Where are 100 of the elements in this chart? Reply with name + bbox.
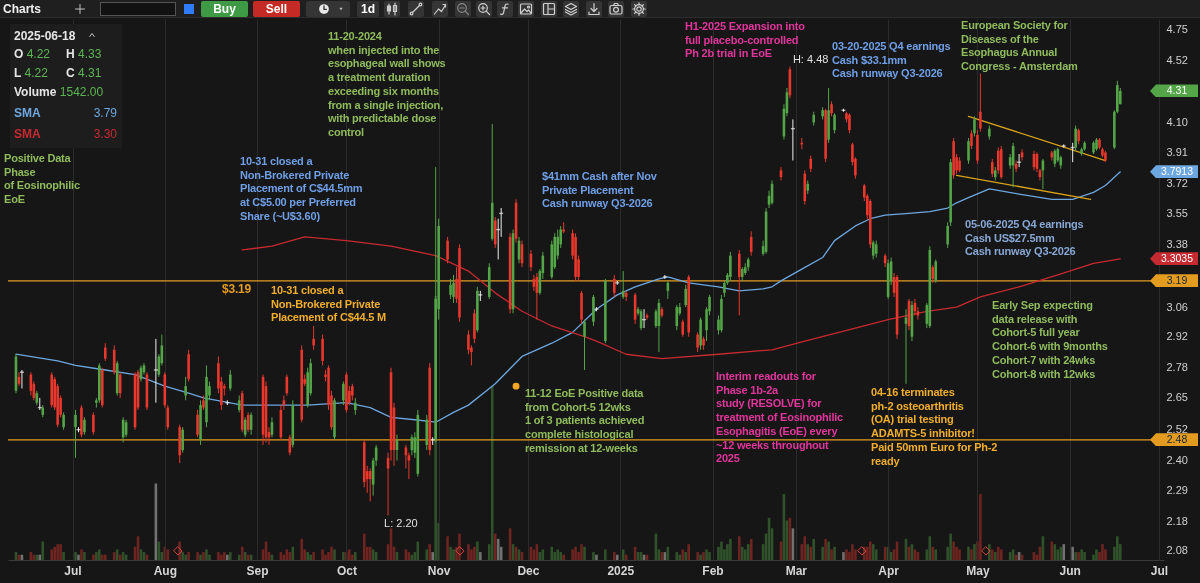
bar <box>181 552 184 560</box>
annotation: 3.79 <box>92 106 117 120</box>
y-tick-label: 4.75 <box>1166 23 1188 36</box>
bar <box>550 546 554 560</box>
x-tick-label: Jul <box>1150 563 1169 578</box>
bar <box>41 541 45 560</box>
bar <box>958 549 961 560</box>
bar <box>952 541 955 560</box>
candlestick <box>662 274 667 280</box>
annotation: O 4.22 <box>14 47 51 61</box>
x-tick-label: Jul <box>64 563 82 578</box>
y-tick-label: 3.72 <box>1166 177 1188 190</box>
bar <box>729 538 732 560</box>
candlestick <box>184 376 187 401</box>
bar <box>988 544 991 560</box>
annotation: H: 4.48 <box>792 53 829 66</box>
annotation: Interim readouts for Phase 1b-2a study (RESOLVE) for treatment of Eosinophilic Esophagitis (EoE) every ~12 weeks throughout 2025 <box>716 370 844 466</box>
candlestick <box>749 230 753 257</box>
bar <box>101 554 104 560</box>
text: SMA <box>14 106 41 120</box>
x-tick-label: Feb <box>702 563 724 578</box>
bar <box>746 544 750 560</box>
bar <box>300 538 304 560</box>
candlestick <box>979 73 982 133</box>
candlestick <box>996 147 1000 175</box>
x-tick-label: Nov <box>427 563 451 578</box>
chart-title: Charts <box>3 2 42 16</box>
bar <box>449 546 452 560</box>
bar <box>803 536 807 560</box>
candlestick <box>342 380 345 406</box>
y-tick-label: 4.52 <box>1166 54 1188 67</box>
text: 3.7913 <box>1150 165 1198 179</box>
annotation: Positive Data Phase of Eosinophilic EoE <box>4 152 80 207</box>
annotation: 2025-06-18 <box>14 29 76 43</box>
button: Sell <box>253 1 300 17</box>
bar <box>178 541 181 560</box>
bar <box>103 554 107 560</box>
bar <box>428 544 432 560</box>
x-tick-label: Dec <box>517 563 540 578</box>
bar <box>62 552 65 560</box>
bar <box>621 549 625 560</box>
candlestick <box>321 334 324 366</box>
bar <box>50 549 53 560</box>
x-tick-label: Apr <box>878 563 900 578</box>
text: 2.48 <box>1150 433 1198 447</box>
bar <box>431 552 434 560</box>
bar <box>979 494 982 560</box>
y-tick-label: 2.65 <box>1166 391 1188 404</box>
bar <box>999 549 1003 560</box>
annotation: Early Sep expecting data release with Cohort-5 full year Cohort-6 with 9months Cohort-7 with 24wks Cohort-8 with 12wks <box>992 299 1108 382</box>
text: 3.3035 <box>1150 252 1198 266</box>
bar <box>467 544 470 560</box>
candlestick <box>991 158 994 178</box>
text: SMA <box>14 127 41 141</box>
bar <box>604 549 607 560</box>
bar <box>1083 552 1086 560</box>
candlestick <box>729 251 732 282</box>
bar <box>473 546 476 560</box>
bar <box>98 549 101 560</box>
bar <box>996 546 1000 560</box>
annotation: $41mm Cash after Nov Private Placement Cash runway Q3-2026 <box>542 170 657 212</box>
candlestick <box>228 369 232 392</box>
annotation: Volume 1542.00 <box>14 85 104 99</box>
bar <box>949 533 952 560</box>
bar <box>863 546 866 560</box>
annotation: 11-20-2024 when injected into the esophageal wall shows a treatment duration exceeding six months from a single injection, with predictable dose control <box>328 30 446 140</box>
bar <box>720 541 723 560</box>
candlestick <box>973 115 976 137</box>
bar <box>675 552 679 560</box>
annotation: 10-31 closed a Non-Brokered Private Placement of C$44.5 M <box>271 284 387 326</box>
y-tick-label: 3.55 <box>1166 206 1188 219</box>
candlestick <box>452 274 455 304</box>
bar <box>865 546 869 560</box>
candlestick <box>946 221 949 249</box>
bar <box>955 546 958 560</box>
candlestick <box>583 319 586 371</box>
bar <box>237 554 241 560</box>
candlestick <box>181 426 184 454</box>
candlestick <box>166 404 170 431</box>
bar <box>446 536 449 560</box>
candlestick <box>1074 125 1077 152</box>
bar <box>362 533 366 560</box>
annotation: C 4.31 <box>66 66 102 80</box>
y-tick-label: 2.78 <box>1166 361 1188 374</box>
candlestick <box>493 216 497 249</box>
bar <box>1116 536 1119 560</box>
x-tick-label: Mar <box>785 563 808 578</box>
candlestick <box>833 112 836 134</box>
bar <box>678 554 682 560</box>
button: 1d <box>357 1 379 17</box>
y-tick-label: 2.52 <box>1166 423 1188 436</box>
annotation: 05-06-2025 Q4 earnings Cash US$27.5mm Cash runway Q3-2026 <box>965 218 1084 260</box>
y-tick-label: 2.18 <box>1166 514 1188 527</box>
bar <box>321 549 324 560</box>
bar <box>574 546 577 560</box>
annotation: 10-31 closed a Non-Brokered Private Placement of C$44.5mm at C$5.00 per Preferred Share (~U$3.60) <box>240 155 363 224</box>
y-tick-label: 2.40 <box>1166 453 1188 466</box>
bar <box>851 544 854 560</box>
x-tick-label: 2025 <box>607 563 635 578</box>
candlestick <box>312 325 315 351</box>
